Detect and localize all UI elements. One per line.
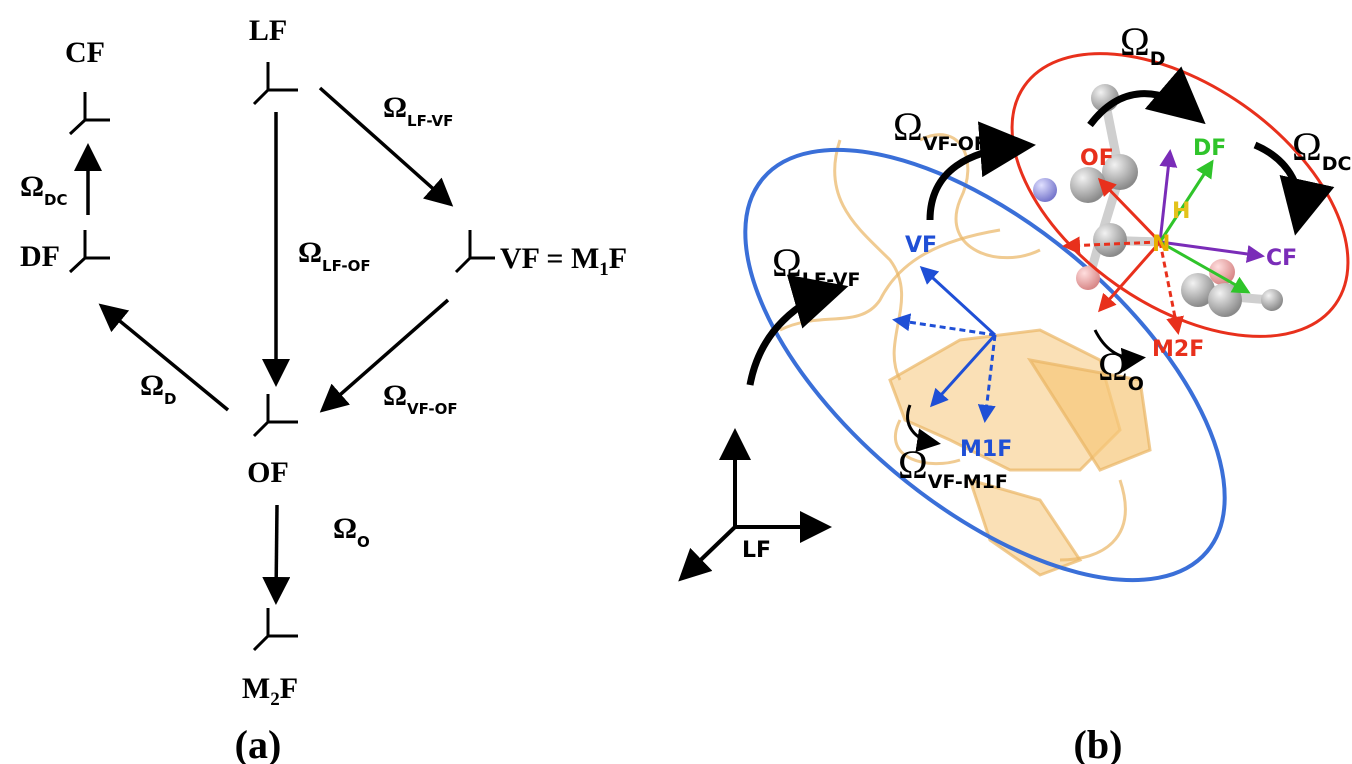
- frame-icon: [70, 230, 110, 272]
- frame-label: CF: [1266, 246, 1297, 271]
- rate-sub: LF-VF: [407, 112, 453, 130]
- frame-label: VF: [905, 233, 937, 258]
- caption: (b): [1074, 722, 1123, 764]
- rate-label: ΩLF-VF: [383, 91, 453, 130]
- frame-label: DF: [1193, 136, 1226, 161]
- frame-icon: [254, 608, 298, 650]
- rate-label: ΩD: [140, 369, 176, 408]
- rate-label: ΩVF-OF: [893, 104, 987, 155]
- rate-symbol: Ω: [383, 91, 407, 124]
- rate-sub: D: [164, 390, 176, 408]
- rate-symbol: Ω: [298, 236, 322, 269]
- label-main: M: [242, 672, 270, 705]
- frame-label: H: [1172, 199, 1190, 224]
- rate-label: ΩO: [1098, 344, 1144, 395]
- rate-sub: VF-M1F: [928, 471, 1008, 493]
- frame-label: N: [1152, 232, 1170, 257]
- rate-sub: VF-OF: [923, 133, 987, 155]
- body: LF CF DF VF = M1F OF M2F ΩLF-VF ΩLF-OF Ω…: [0, 0, 1352, 764]
- frame-icon: [70, 92, 110, 134]
- rate-symbol: Ω: [1292, 124, 1322, 169]
- rate-sub: DC: [44, 191, 67, 209]
- label-tail: F: [280, 672, 298, 705]
- rate-sub: LF-OF: [322, 257, 371, 275]
- rate-label: ΩLF-VF: [772, 240, 860, 291]
- frame-label: LF: [742, 538, 771, 563]
- label-main: VF = M: [500, 242, 599, 275]
- rate-symbol: Ω: [898, 442, 928, 487]
- frame-icon: [456, 230, 495, 272]
- frame-label: CF: [65, 36, 105, 69]
- label-sub: 1: [599, 259, 609, 280]
- rate-sub: LF-VF: [802, 269, 861, 291]
- rate-symbol: Ω: [1120, 19, 1150, 64]
- rate-label: ΩO: [333, 512, 370, 551]
- frame-label: M2F: [1152, 337, 1204, 362]
- frame-label: VF = M1F: [500, 242, 627, 280]
- arrow: [276, 505, 277, 598]
- caption: (a): [235, 722, 282, 764]
- rate-sub: O: [1128, 373, 1144, 395]
- rate-sub: VF-OF: [407, 400, 458, 418]
- label-tail: F: [609, 242, 627, 275]
- rate-sub: O: [357, 533, 370, 551]
- rate-label: ΩDC: [1292, 124, 1351, 175]
- rate-symbol: Ω: [140, 369, 164, 402]
- arrows: [88, 88, 448, 598]
- figure: LF CF DF VF = M1F OF M2F ΩLF-VF ΩLF-OF Ω…: [0, 0, 1352, 764]
- rate-symbol: Ω: [20, 170, 44, 203]
- rate-label: ΩDC: [20, 170, 68, 209]
- frame-label: LF: [249, 14, 287, 47]
- rate-sub: D: [1150, 48, 1166, 70]
- frame-label: OF: [247, 456, 289, 489]
- rate-symbol: Ω: [383, 379, 407, 412]
- frame-label: M1F: [960, 437, 1012, 462]
- panel-a: LF CF DF VF = M1F OF M2F ΩLF-VF ΩLF-OF Ω…: [20, 14, 627, 764]
- rate-symbol: Ω: [772, 240, 802, 285]
- frame-label: M2F: [242, 672, 298, 710]
- axis: [684, 527, 735, 576]
- frame-icon: [254, 394, 298, 436]
- label-sub: 2: [270, 689, 280, 710]
- rate-symbol: Ω: [893, 104, 923, 149]
- rate-sub: DC: [1322, 153, 1352, 175]
- frame-icon: [254, 62, 298, 104]
- page: Reference frames diagram {"panel_a": { "…: [0, 0, 1352, 764]
- rate-label: ΩLF-OF: [298, 236, 371, 275]
- rate-symbol: Ω: [1098, 344, 1128, 389]
- rate-symbol: Ω: [333, 512, 357, 545]
- panel-b: ΩD ΩVF-OF ΩDC ΩLF-VF ΩO ΩVF-M1F OF DF H …: [673, 0, 1352, 764]
- molecule: [1033, 84, 1283, 317]
- frame-label: OF: [1080, 146, 1114, 171]
- frame-label: DF: [20, 240, 60, 273]
- rate-label: ΩD: [1120, 19, 1166, 70]
- rate-label: ΩVF-OF: [383, 379, 458, 418]
